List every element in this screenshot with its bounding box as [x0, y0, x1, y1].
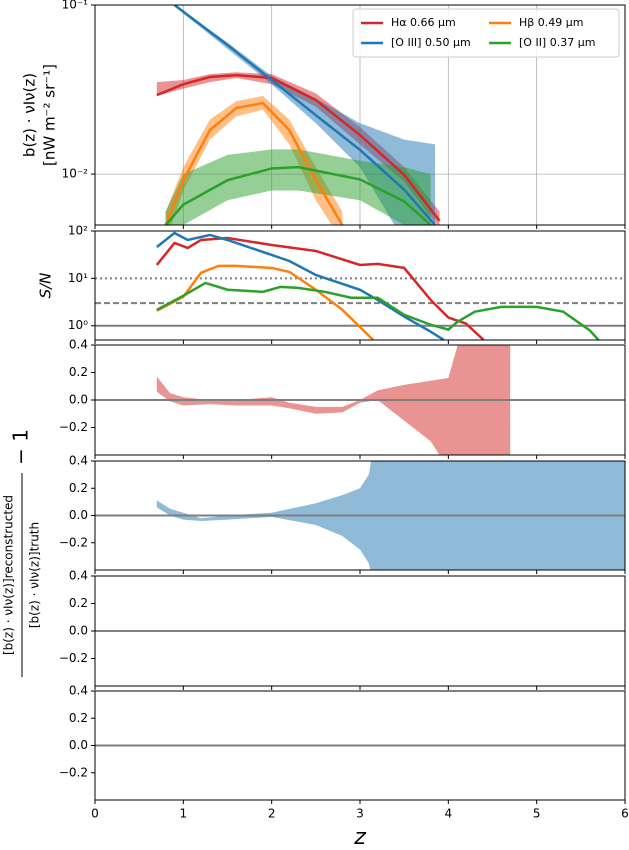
y-tick-label: 0.2 [69, 365, 88, 379]
y-tick-label: −0.2 [59, 765, 88, 779]
band [156, 345, 511, 455]
legend-label: [O III] 0.50 μm [391, 36, 471, 49]
y-tick-label: 0.0 [69, 624, 88, 638]
line [156, 231, 445, 340]
line [164, 101, 344, 225]
band [165, 95, 343, 225]
line [156, 264, 375, 340]
x-axis-label: z [353, 825, 366, 850]
legend-label: Hα 0.66 μm [391, 16, 456, 29]
plot-area [95, 345, 625, 455]
y-tick-label: −0.2 [59, 651, 88, 665]
line [156, 281, 600, 340]
y-tick-label: −0.2 [59, 535, 88, 549]
y-tick-label: 0.4 [69, 338, 88, 352]
line [156, 73, 441, 222]
y-tick-label: 0.2 [69, 481, 88, 495]
legend-label: Hβ 0.49 μm [519, 16, 584, 29]
residual-ylabel: [b(z) · νIν(z)]reconstructed [b(z) · νIν… [2, 429, 42, 677]
y-tick-label: 10⁻¹ [62, 0, 89, 12]
ylabel-suffix: − 1 [9, 429, 33, 465]
band [165, 149, 431, 225]
y-tick-label: 10⁻² [62, 167, 89, 181]
y-tick-label: 0.2 [69, 596, 88, 610]
y-tick-label: 0.4 [69, 454, 88, 468]
legend-box [352, 8, 620, 58]
ylabel-denominator: [b(z) · νIν(z)]truth [28, 522, 42, 628]
x-tick-label: 2 [268, 807, 276, 821]
y-tick-label: 0.4 [69, 569, 88, 583]
y-axis-label: S/N [37, 273, 55, 299]
x-tick-label: 0 [91, 807, 99, 821]
y-tick-label: −0.2 [59, 420, 88, 434]
y-tick-label: 0.4 [69, 684, 88, 698]
legend-label: [O II] 0.37 μm [519, 36, 595, 49]
x-tick-label: 1 [180, 807, 188, 821]
ylabel-numerator: [b(z) · νIν(z)]reconstructed [2, 495, 16, 655]
x-tick-label: 3 [356, 807, 364, 821]
y-tick-label: 10² [68, 224, 88, 238]
y-tick-label: 10⁰ [68, 318, 88, 332]
y-tick-label: 0.0 [69, 738, 88, 752]
y-axis-label: [nW m⁻² sr⁻¹] [41, 64, 59, 166]
line [164, 165, 432, 225]
x-tick-label: 6 [621, 807, 629, 821]
x-tick-label: 4 [445, 807, 453, 821]
axes-frame [94, 230, 626, 341]
line [173, 5, 437, 225]
plot-area [95, 231, 625, 340]
y-tick-label: 0.0 [69, 508, 88, 522]
y-axis-label: b(z) · νIν(z) [21, 73, 39, 157]
y-tick-label: 0.0 [69, 393, 88, 407]
line [155, 236, 485, 340]
y-tick-label: 0.2 [69, 711, 88, 725]
y-tick-label: 10¹ [68, 271, 88, 285]
plot-area [95, 461, 625, 570]
x-tick-label: 5 [533, 807, 541, 821]
